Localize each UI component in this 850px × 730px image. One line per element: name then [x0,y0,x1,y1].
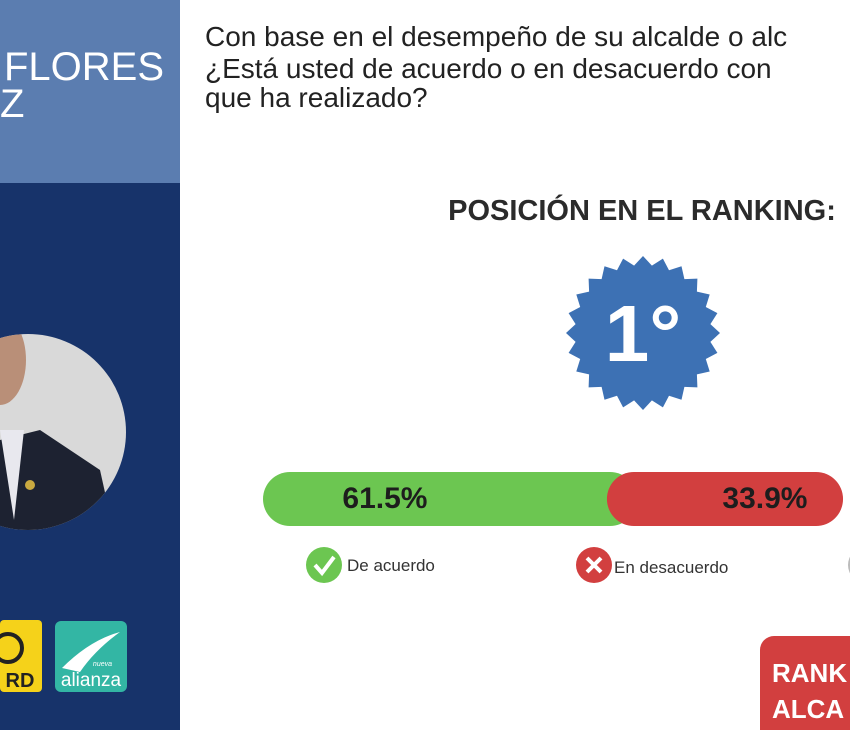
ranking-badge [566,256,720,410]
value-label: 33.9% [722,482,807,515]
alianza-mark [62,632,120,672]
alianza-small: nueva [93,661,112,668]
question-line: ¿Está usted de acuerdo o en desacuerdo c… [205,53,772,84]
legend-label: De acuerdo [347,556,435,575]
name-band [0,0,180,183]
approval-bar: 61.5% 33.9% [263,472,844,526]
ranking-button[interactable] [760,636,850,730]
candidate-name: Z [0,82,24,126]
question-line: Con base en el desempeño de su alcalde o… [205,21,787,52]
ranking-title: POSICIÓN EN EL RANKING: [448,193,836,227]
candidate-name: FLORES [4,45,164,89]
agree-icon [306,547,342,583]
bar-segment [606,472,844,526]
cross [585,556,603,574]
alianza-text: alianza [61,670,122,691]
ranking-position: 1° [605,289,681,378]
legend-label: En desacuerdo [614,558,728,577]
prd-sun [0,632,24,664]
bar-segment [263,472,637,526]
button-text[interactable]: RANK [772,658,847,688]
prd-text: RD [6,670,35,692]
question-line: que ha realizado? [205,82,428,113]
value-label: 61.5% [342,482,427,515]
button-text[interactable]: ALCA [772,694,844,724]
check [313,555,336,577]
